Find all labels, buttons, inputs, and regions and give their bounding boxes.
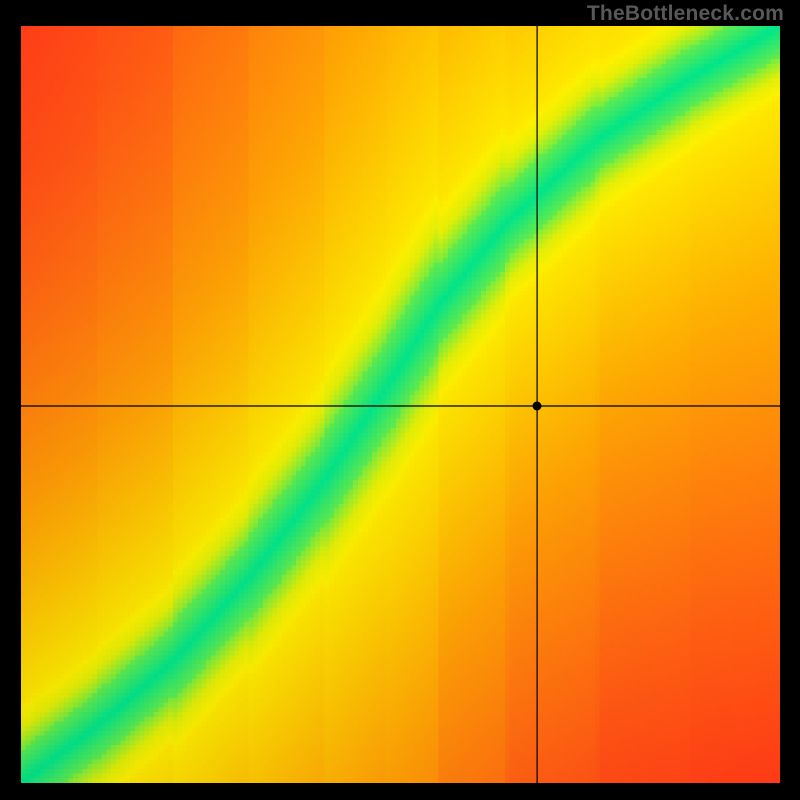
chart-container: TheBottleneck.com <box>0 0 800 800</box>
bottleneck-heatmap <box>21 26 780 783</box>
watermark-text: TheBottleneck.com <box>587 2 784 26</box>
